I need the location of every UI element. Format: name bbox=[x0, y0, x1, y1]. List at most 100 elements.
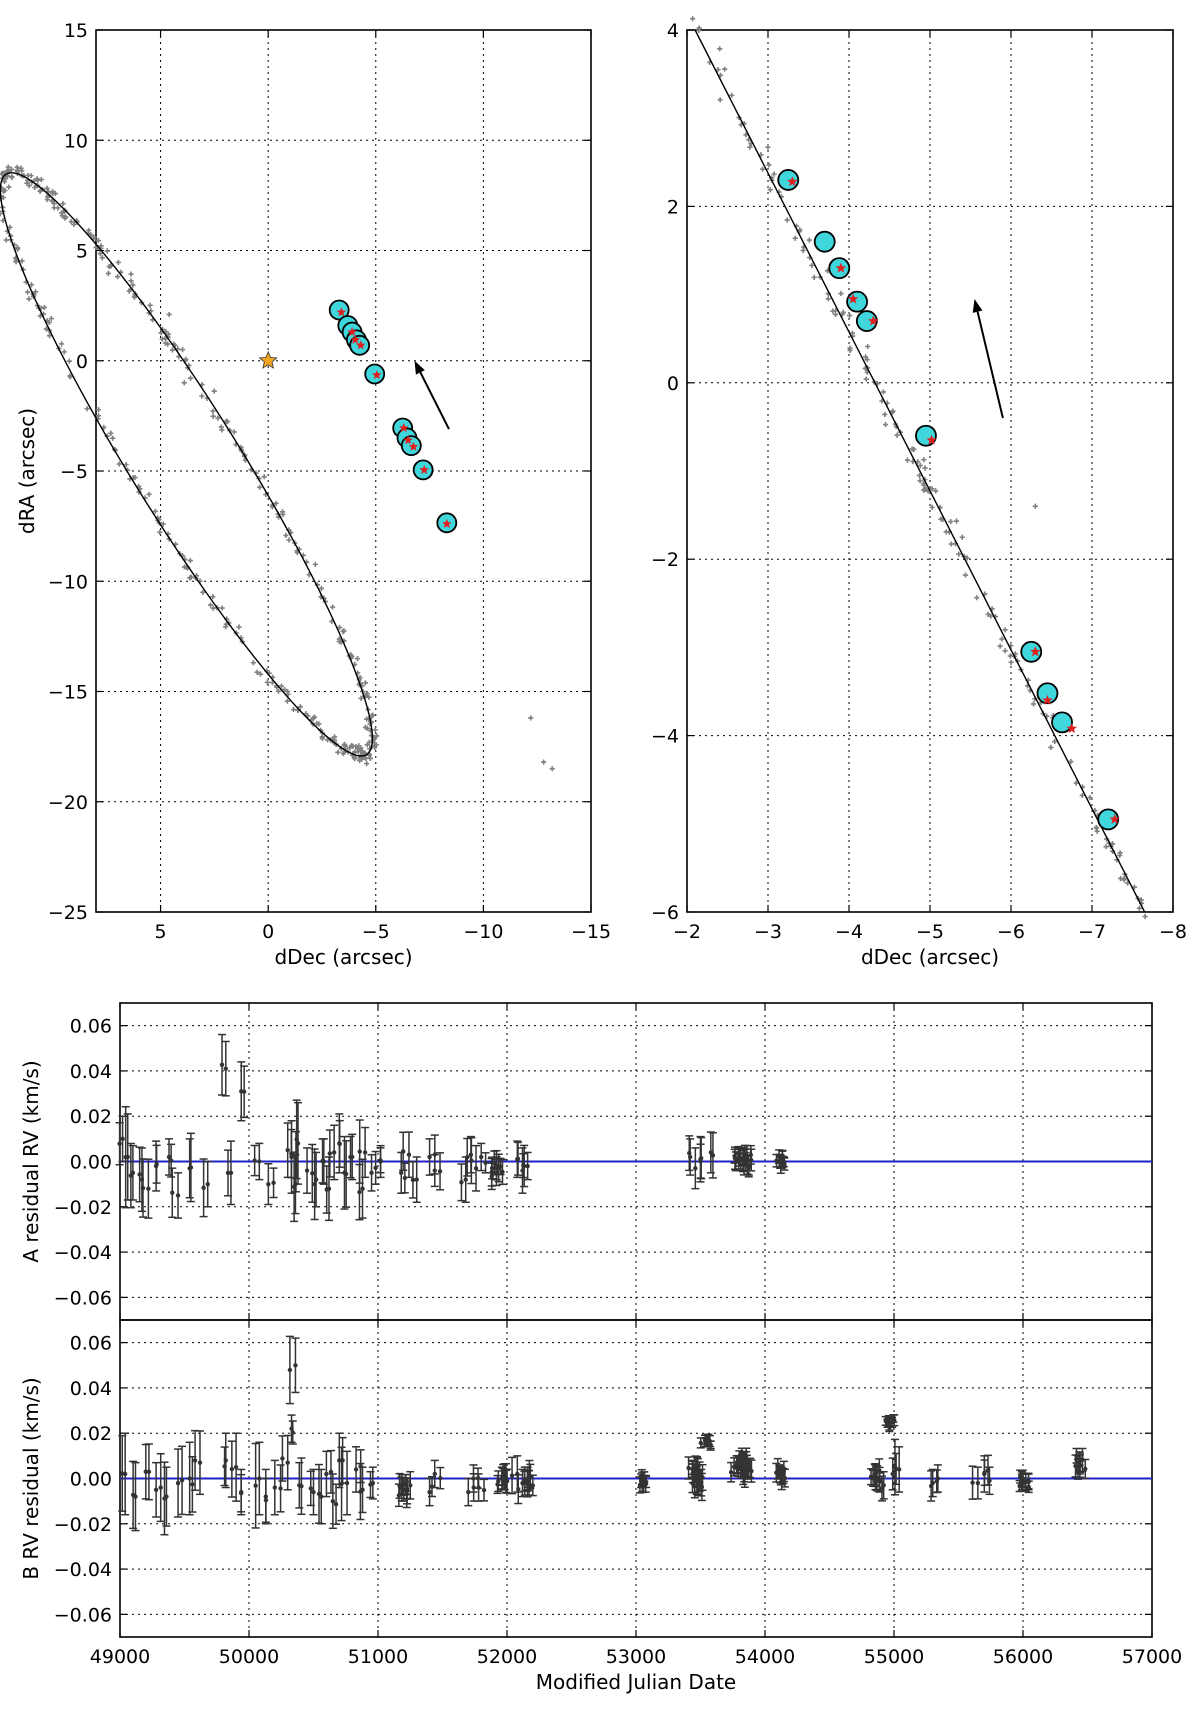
y-tick-label: 5 bbox=[76, 241, 88, 263]
scatter-point bbox=[863, 376, 869, 382]
rv-residual-point bbox=[257, 1476, 262, 1481]
rv-residual-point bbox=[272, 1485, 277, 1490]
rv-residual-point bbox=[308, 1486, 313, 1491]
model-red-point bbox=[835, 262, 847, 273]
rv-residual-point bbox=[339, 1481, 344, 1487]
y-tick-label: −20 bbox=[48, 792, 88, 814]
scatter-point bbox=[862, 354, 869, 360]
x-tick-label: −5 bbox=[916, 921, 944, 943]
observed-circle-point bbox=[1051, 711, 1073, 734]
scatter-point bbox=[792, 235, 798, 241]
scatter-point bbox=[188, 574, 194, 580]
scatter-point bbox=[84, 406, 90, 412]
scatter-point bbox=[922, 486, 928, 492]
y-tick-label: −5 bbox=[60, 461, 88, 483]
observed-circle-point bbox=[1020, 640, 1043, 663]
scatter-point bbox=[1121, 875, 1127, 882]
y-tick-label: −0.02 bbox=[54, 1197, 112, 1219]
scatter-point bbox=[372, 744, 378, 751]
scatter-point bbox=[766, 162, 772, 168]
scatter-point bbox=[838, 290, 844, 297]
scatter-point bbox=[261, 474, 267, 480]
scatter-point bbox=[771, 171, 777, 177]
scatter-point bbox=[108, 263, 114, 269]
scatter-point bbox=[219, 427, 225, 433]
scatter-point bbox=[849, 330, 856, 336]
rv-residual-point bbox=[263, 1498, 269, 1503]
scatter-point bbox=[890, 408, 896, 414]
rv-residual-point bbox=[316, 1491, 322, 1497]
rv-residual-point bbox=[516, 1486, 521, 1492]
rv-residual-point bbox=[892, 1464, 898, 1470]
orbit-curve bbox=[0, 172, 374, 757]
scatter-point bbox=[132, 474, 138, 481]
scatter-point bbox=[123, 461, 129, 468]
scatter-point bbox=[1002, 648, 1008, 654]
scatter-point bbox=[1068, 758, 1074, 765]
rv-residual-point bbox=[489, 1165, 495, 1171]
scatter-point bbox=[974, 595, 980, 601]
scatter-point bbox=[187, 375, 194, 381]
rv-residual-point bbox=[233, 1464, 239, 1470]
rv-residual-point bbox=[223, 1066, 228, 1071]
model-red-point bbox=[1066, 723, 1077, 733]
x-tick-label: 57000 bbox=[1122, 1646, 1182, 1668]
scatter-point bbox=[48, 315, 54, 322]
rv-residual-point bbox=[128, 1173, 134, 1178]
rv-residual-point bbox=[188, 1165, 194, 1170]
rv-residual-point bbox=[515, 1156, 521, 1161]
rv-residual-point bbox=[360, 1186, 365, 1191]
scatter-point bbox=[921, 457, 927, 463]
scatter-point bbox=[44, 185, 50, 191]
rv-residual-point bbox=[324, 1471, 329, 1477]
scatter-point bbox=[904, 457, 911, 463]
x-tick-label: 0 bbox=[262, 921, 274, 943]
scatter-point bbox=[269, 680, 275, 686]
rv-residual-point bbox=[427, 1489, 432, 1495]
scatter-point bbox=[962, 572, 969, 578]
observed-circle-point bbox=[1097, 808, 1120, 831]
rv-residual-point bbox=[530, 1483, 536, 1488]
scatter-point bbox=[956, 551, 962, 557]
rv-residual-point bbox=[740, 1470, 746, 1476]
scatter-point bbox=[370, 712, 376, 718]
rv-residual-point bbox=[466, 1489, 471, 1495]
model-red-point bbox=[355, 340, 366, 350]
rv-residual-point bbox=[287, 1367, 293, 1373]
scatter-point bbox=[997, 643, 1003, 649]
rv-residual-point bbox=[120, 1136, 125, 1142]
rv-residual-point bbox=[465, 1155, 470, 1160]
scatter-point bbox=[236, 624, 242, 630]
scatter-point bbox=[847, 345, 853, 351]
rv-residual-point bbox=[427, 1154, 432, 1160]
scatter-point bbox=[729, 92, 735, 98]
y-tick-label: −0.06 bbox=[54, 1604, 112, 1626]
scatter-point bbox=[60, 201, 66, 207]
x-tick-label: −8 bbox=[1159, 921, 1187, 943]
scatter-point bbox=[362, 680, 368, 686]
scatter-point bbox=[215, 415, 221, 421]
y-tick-label: 4 bbox=[667, 20, 679, 42]
scatter-point bbox=[915, 459, 921, 465]
model-red-point bbox=[372, 370, 382, 380]
rv-residual-point bbox=[500, 1169, 505, 1175]
scatter-point bbox=[165, 331, 172, 337]
scatter-point bbox=[223, 621, 229, 627]
rv-residual-point bbox=[290, 1430, 295, 1435]
rv-residual-point bbox=[746, 1165, 751, 1170]
scatter-point bbox=[179, 347, 186, 353]
rv-residual-point bbox=[1017, 1483, 1022, 1489]
scatter-point bbox=[846, 312, 853, 319]
rv-residual-point bbox=[432, 1168, 437, 1173]
rv-residual-point bbox=[728, 1470, 734, 1475]
rv-residual-point bbox=[197, 1460, 203, 1465]
scatter-point bbox=[948, 541, 954, 547]
scatter-point bbox=[717, 46, 723, 52]
scatter-point bbox=[1, 178, 8, 185]
direction-arrow-head bbox=[972, 299, 983, 313]
rv-residual-point bbox=[143, 1469, 148, 1474]
rv-residual-point bbox=[225, 1170, 231, 1176]
rv-residual-point bbox=[399, 1170, 404, 1176]
scatter-point bbox=[933, 488, 939, 494]
scatter-point bbox=[1008, 659, 1014, 665]
